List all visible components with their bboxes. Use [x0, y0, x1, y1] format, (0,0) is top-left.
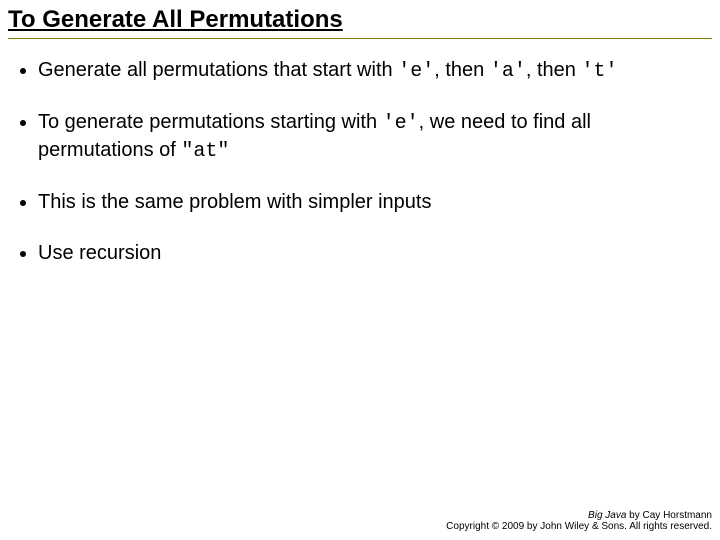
code-text: 'a'	[490, 60, 526, 83]
slide: To Generate All Permutations Generate al…	[0, 0, 720, 540]
footer: Big Java by Cay Horstmann Copyright © 20…	[446, 510, 712, 532]
footer-book-title: Big Java	[588, 510, 626, 521]
body-text: This is the same problem with simpler in…	[38, 191, 431, 213]
content-area: Generate all permutations that start wit…	[0, 39, 720, 267]
code-text: 't'	[581, 60, 617, 83]
footer-line1: Big Java by Cay Horstmann	[446, 510, 712, 521]
bullet-item: This is the same problem with simpler in…	[38, 189, 700, 216]
code-text: 'e'	[398, 60, 434, 83]
body-text: To generate permutations starting with	[38, 111, 383, 133]
bullet-item: Use recursion	[38, 240, 700, 267]
body-text: , then	[526, 59, 582, 81]
body-text: Generate all permutations that start wit…	[38, 59, 398, 81]
bullet-list: Generate all permutations that start wit…	[20, 57, 700, 267]
footer-author: by Cay Horstmann	[626, 510, 712, 521]
bullet-item: Generate all permutations that start wit…	[38, 57, 700, 85]
body-text: Use recursion	[38, 242, 161, 264]
code-text: 'e'	[383, 112, 419, 135]
footer-line2: Copyright © 2009 by John Wiley & Sons. A…	[446, 521, 712, 532]
bullet-item: To generate permutations starting with '…	[38, 109, 700, 165]
body-text: , then	[434, 59, 490, 81]
slide-title: To Generate All Permutations	[8, 6, 712, 34]
code-text: "at"	[181, 140, 229, 163]
title-wrap: To Generate All Permutations	[0, 0, 720, 39]
